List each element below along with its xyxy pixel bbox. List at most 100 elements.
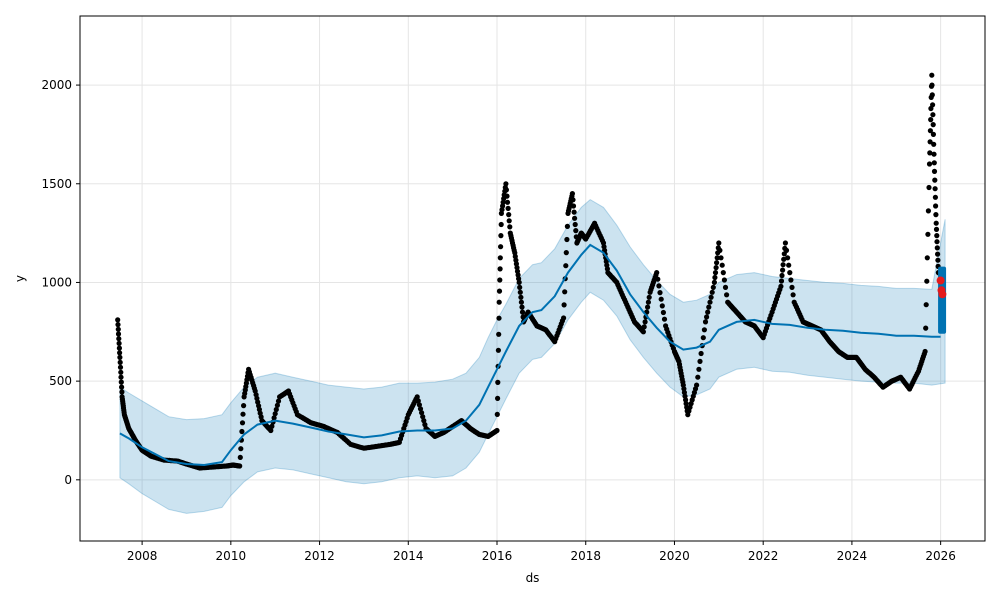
observed-point — [724, 292, 730, 298]
observed-point — [783, 247, 790, 253]
observed-point — [641, 324, 647, 330]
y-tick-label: 1000 — [41, 275, 72, 289]
observed-point — [714, 260, 720, 266]
observed-point — [722, 284, 729, 290]
observed-point — [505, 205, 511, 211]
observed-point — [655, 276, 661, 282]
observed-point — [117, 354, 123, 360]
forecast-horizon-bar — [938, 266, 947, 334]
observed-point — [573, 228, 579, 234]
y-tick-label: 1500 — [41, 177, 72, 191]
observed-point — [646, 294, 652, 300]
observed-point — [931, 151, 937, 157]
observed-point — [503, 187, 509, 193]
observed-point — [925, 231, 931, 237]
observed-point — [240, 411, 246, 417]
observed-point — [928, 117, 934, 123]
forecast-trend-line — [119, 243, 941, 467]
uncertainty-area — [119, 198, 946, 514]
observed-point — [271, 415, 277, 421]
observed-point — [504, 193, 510, 199]
observed-point — [496, 288, 503, 294]
observed-point — [926, 161, 933, 167]
observed-point — [714, 255, 720, 261]
observed-point — [696, 366, 702, 372]
observed-point — [116, 345, 122, 351]
observed-point — [572, 215, 578, 221]
observed-point — [706, 304, 712, 310]
observed-point — [419, 410, 425, 416]
observed-point — [420, 414, 426, 420]
observed-point — [268, 427, 274, 434]
observed-point — [118, 369, 124, 375]
observed-point — [705, 309, 711, 315]
observed-point — [497, 266, 503, 272]
observed-point — [787, 270, 793, 276]
observed-point — [708, 294, 714, 300]
observed-point — [498, 221, 504, 228]
observed-point — [924, 255, 930, 261]
observed-point — [932, 186, 938, 192]
observed-point — [781, 256, 787, 262]
observed-point — [495, 347, 501, 353]
observed-point — [713, 265, 719, 271]
observed-point — [924, 278, 930, 284]
observed-point — [933, 203, 939, 209]
observed-point — [701, 327, 708, 333]
y-axis-ticks: 0 500 1000 1500 2000 — [41, 78, 80, 487]
observed-point — [931, 141, 937, 147]
observed-point — [119, 389, 125, 395]
observed-point — [116, 336, 122, 342]
x-tick-label: 2026 — [925, 549, 956, 563]
observed-point — [518, 294, 524, 300]
observed-point — [930, 131, 937, 137]
observed-point — [934, 239, 940, 245]
observed-point — [415, 398, 421, 404]
observed-point — [656, 283, 662, 289]
observed-point — [935, 257, 941, 263]
x-tick-label: 2010 — [216, 549, 247, 563]
observed-point — [720, 270, 726, 276]
observed-point — [517, 284, 523, 290]
observed-point — [927, 128, 934, 134]
observed-point — [494, 411, 500, 417]
observed-point — [695, 374, 701, 380]
observed-point — [417, 406, 424, 412]
observed-point — [702, 319, 709, 325]
observed-point — [497, 255, 503, 261]
observed-point — [506, 212, 512, 218]
observed-point — [570, 203, 577, 209]
observed-point — [932, 177, 938, 183]
observed-point — [926, 184, 932, 191]
observed-point — [494, 427, 500, 434]
observed-point — [930, 102, 936, 108]
observed-point — [778, 278, 785, 284]
observed-point — [645, 304, 651, 310]
observed-point — [118, 379, 124, 385]
highlight-point — [936, 276, 945, 285]
observed-point — [495, 395, 501, 401]
observed-point — [780, 267, 786, 273]
x-tick-label: 2012 — [304, 549, 335, 563]
observed-point — [238, 446, 244, 452]
observed-point — [518, 299, 525, 305]
observed-point — [115, 322, 121, 328]
observed-point — [115, 317, 121, 323]
observed-point — [929, 92, 935, 98]
observed-point — [697, 358, 703, 364]
observed-point — [496, 331, 502, 337]
observed-point — [506, 218, 512, 224]
observed-point — [572, 221, 578, 228]
uncertainty-band — [119, 198, 946, 514]
observed-point — [507, 224, 513, 230]
observed-point — [115, 331, 122, 337]
observed-point — [519, 304, 525, 310]
observed-point — [275, 398, 282, 404]
observed-point — [658, 296, 664, 302]
observed-point — [694, 382, 700, 388]
observed-point — [561, 315, 567, 321]
x-tick-label: 2022 — [748, 549, 779, 563]
observed-point — [569, 191, 576, 197]
observed-point — [117, 364, 124, 370]
x-axis-ticks: 2008 2010 2012 2014 2016 2018 2020 2022 2024 2026 — [127, 541, 956, 563]
